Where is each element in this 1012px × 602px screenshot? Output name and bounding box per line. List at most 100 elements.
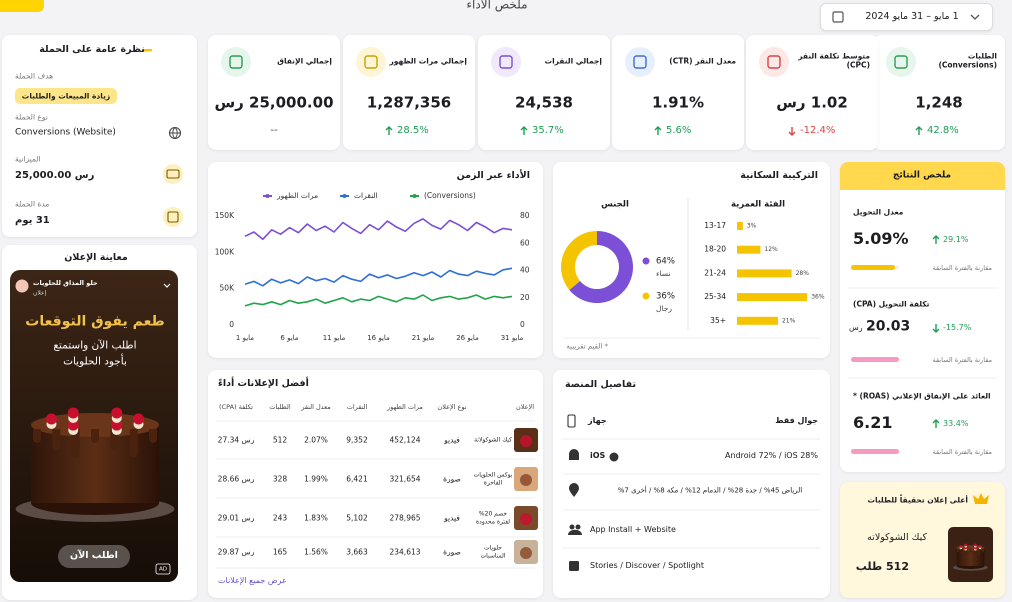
- table-cell: 1.56%: [304, 547, 328, 557]
- kpi-label: معدل النقر (CTR): [669, 56, 736, 66]
- platform-value: Stories / Discover / Spotlight: [590, 561, 704, 570]
- ad-badge-text: AD: [159, 566, 167, 573]
- table-cell: صورة: [443, 474, 461, 484]
- chart-title: الجنس: [601, 199, 629, 210]
- column-header: معدل النقر: [301, 402, 331, 411]
- compare-note: مقارنة بالفترة السابقة: [932, 447, 992, 456]
- metric-label: تكلفة التحويل (CPA): [853, 299, 930, 309]
- metric-value: 6.21: [853, 413, 893, 432]
- kpi-value: 25,000.00 رس: [214, 93, 334, 112]
- cta-button-text[interactable]: اطلب الآن: [70, 550, 118, 562]
- ios-icon-text: iOS: [590, 451, 606, 460]
- kpi-label: الطلبات (Conversions): [938, 51, 997, 70]
- kpi-label: متوسط تكلفة النقر (CPC): [798, 51, 870, 70]
- kpi-delta: -12.4%: [800, 124, 836, 136]
- ad-name: بوكس الحلويات الفاخرة: [473, 471, 513, 487]
- metric-unit: رس: [849, 323, 863, 332]
- column-header: تكلفة (CPA): [219, 402, 253, 411]
- table-cell: 28.66 رس: [217, 474, 255, 484]
- field-label: مدة الحملة: [15, 199, 50, 209]
- field-label: نوع الحملة: [15, 112, 48, 122]
- results-header: [840, 162, 1005, 190]
- table-cell: فيديو: [444, 513, 460, 523]
- table-cell: 243: [272, 513, 288, 523]
- table-cell: 234,613: [389, 547, 421, 557]
- kpi-delta: 28.5%: [397, 124, 429, 136]
- kpi-value: 1,287,356: [366, 93, 452, 112]
- table-cell: صورة: [443, 547, 461, 557]
- demographics-card: [553, 162, 830, 358]
- ad-preview-title: معاينة الإعلان: [64, 252, 128, 264]
- date-picker: [820, 3, 993, 31]
- metric-label: العائد على الإنفاق الإعلاني (ROAS) *: [853, 391, 991, 401]
- column-header: مرات الظهور: [387, 402, 423, 411]
- metric-value: 20.03: [866, 318, 911, 335]
- field-label: هدف الحملة: [15, 71, 54, 81]
- kpi-label: إجمالي مرات الظهور: [389, 56, 467, 66]
- view-all-link[interactable]: عرض جميع الإعلانات: [218, 576, 287, 585]
- kpi-delta: 5.6%: [666, 124, 692, 136]
- campaign-title: نظرة عامة على الحملة: [39, 44, 145, 56]
- card-title: تفاصيل المنصة: [565, 379, 637, 391]
- table-cell: 2.07%: [304, 435, 328, 445]
- kpi-delta: --: [270, 124, 278, 136]
- column-header: نوع الإعلان: [437, 402, 467, 411]
- platform-label: جهاز: [588, 416, 607, 425]
- metric-value: 5.09%: [853, 229, 909, 248]
- chart-title: الفئة العمرية: [730, 199, 786, 210]
- table-cell: 9,352: [346, 435, 368, 445]
- table-cell: 165: [272, 547, 288, 557]
- field-value: Conversions (Website): [15, 127, 116, 138]
- table-cell: 1.99%: [304, 474, 328, 484]
- column-header: الطلبات: [269, 402, 291, 411]
- table-cell: 278,965: [389, 513, 421, 523]
- table-cell: 328: [272, 474, 288, 484]
- field-value: 25,000.00 رس: [15, 169, 95, 181]
- metric-delta: 29.1%: [943, 235, 969, 244]
- ad-preview-card: [2, 245, 197, 600]
- metric-delta: -15.7%: [943, 323, 972, 332]
- platform-value: جوال فقط: [775, 416, 818, 425]
- table-cell: 29.01 رس: [217, 513, 255, 523]
- table-cell: 5,102: [346, 513, 368, 523]
- ad-body: اطلب الآن واستمتع: [53, 339, 137, 352]
- ad-name: كيك الشوكولاتة: [474, 436, 512, 444]
- table-cell: 321,654: [389, 474, 421, 484]
- ad-body: بأجود الحلويات: [63, 355, 127, 368]
- kpi-label: إجمالي الإنفاق: [277, 56, 332, 66]
- table-cell: 1.83%: [304, 513, 328, 523]
- compare-note: مقارنة بالفترة السابقة: [932, 263, 992, 272]
- kpi-value: 1.02 رس: [776, 93, 848, 112]
- goal-badge-text: زيادة المبيعات والطلبات: [21, 91, 111, 101]
- date-range: 1 مايو – 31 مايو 2024: [865, 11, 959, 23]
- table-cell: 452,124: [389, 435, 421, 445]
- table-cell: فيديو: [444, 435, 460, 445]
- top-ads-card: [208, 370, 543, 598]
- best-ad-title: أعلى إعلان تحقيقاً للطلبات: [867, 495, 968, 505]
- page-title: ملخص الأداء: [466, 0, 528, 12]
- metric-label: معدل التحويل: [853, 207, 904, 217]
- table-cell: 27.34 رس: [217, 435, 255, 445]
- brand-name: حلو المذاق للحلويات: [33, 278, 98, 287]
- ad-headline: طعم يفوق التوقعات: [25, 313, 165, 330]
- campaign-card: [2, 35, 197, 237]
- kpi-value: 1.91%: [651, 93, 705, 112]
- platform-value: Android 72% / iOS 28%: [725, 451, 818, 460]
- platform-card: [553, 370, 830, 598]
- best-ad-name: كيك الشوكولاته: [867, 532, 927, 544]
- sponsored-label: إعلان: [33, 289, 47, 297]
- metric-delta: 33.4%: [943, 419, 969, 428]
- field-label: الميزانية: [15, 154, 41, 164]
- logo: [0, 0, 44, 12]
- table-cell: 3,663: [346, 547, 368, 557]
- kpi-value: 24,538: [515, 93, 573, 112]
- platform-value: App Install + Website: [590, 525, 676, 534]
- platform-value: الرياض 45% / جدة 28% / الدمام 12% / مكة …: [617, 486, 803, 495]
- results-card: [840, 162, 1005, 472]
- performance-card: [208, 162, 543, 358]
- field-value: 31 يوم: [15, 214, 50, 226]
- card-title: التركيبة السكانية: [740, 170, 818, 182]
- kpi-delta: 35.7%: [532, 124, 564, 136]
- table-cell: 29.87 رس: [217, 547, 255, 557]
